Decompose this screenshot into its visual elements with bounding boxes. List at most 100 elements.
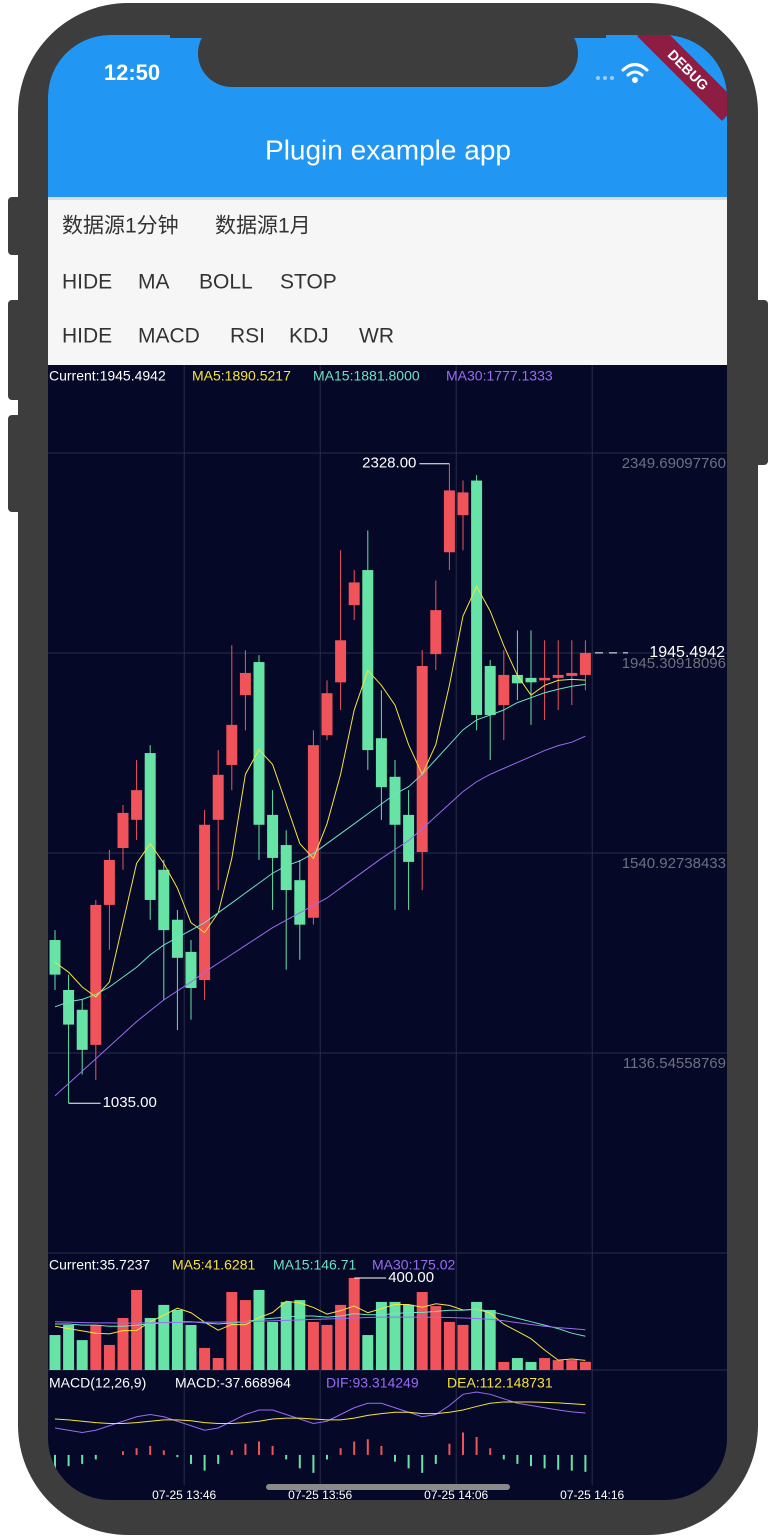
candle-body — [335, 640, 347, 683]
button[interactable]: MACD — [138, 325, 200, 348]
volume-bar — [267, 1321, 279, 1370]
volume-bar — [498, 1361, 510, 1370]
ma-line — [54, 1300, 586, 1361]
candle-body — [49, 940, 61, 975]
volume-bar — [158, 1304, 170, 1370]
macd-bar — [570, 1454, 573, 1471]
macd-bar — [94, 1454, 97, 1460]
candle-body — [443, 490, 455, 553]
macd-bar — [149, 1445, 152, 1455]
macd-bar — [81, 1454, 84, 1464]
candle-body — [185, 951, 197, 988]
macd-bar — [462, 1432, 464, 1455]
current-price-label: 1945.4942 — [649, 644, 725, 661]
indicator-label: MACD:-37.668964 — [175, 1375, 291, 1391]
volume-bar — [76, 1340, 88, 1370]
button-panel — [48, 197, 727, 365]
macd-bar — [285, 1454, 288, 1460]
ma-line — [54, 683, 586, 1008]
volume-bar — [117, 1318, 129, 1370]
candle-body — [144, 753, 156, 900]
volume-bar — [90, 1324, 102, 1370]
indicator-label: MA15:146.71 — [273, 1257, 356, 1273]
volume-bar — [389, 1301, 401, 1370]
volume-bar — [226, 1292, 238, 1370]
volume-bar — [579, 1361, 591, 1370]
button[interactable]: KDJ — [289, 325, 329, 348]
ma-line — [54, 735, 586, 1097]
macd-bar — [162, 1450, 165, 1455]
volume-bar — [103, 1344, 115, 1370]
macd-bar — [135, 1448, 138, 1455]
macd-bar — [516, 1454, 519, 1464]
candle-body — [566, 672, 578, 676]
volume-bar — [335, 1304, 347, 1370]
macd-bar — [489, 1448, 492, 1455]
max-label: 400.00 — [388, 1269, 434, 1286]
button[interactable]: MA — [138, 271, 170, 294]
indicator-label: MACD(12,26,9) — [49, 1375, 146, 1391]
button[interactable]: WR — [359, 325, 394, 348]
volume-bar — [566, 1360, 578, 1370]
macd-bar — [584, 1454, 587, 1472]
candle-body — [103, 859, 115, 905]
macd-bar — [434, 1454, 437, 1464]
y-tick-label: 1136.54558769 — [623, 1055, 726, 1072]
indicator-label: Current:1945.4942 — [49, 368, 166, 384]
indicator-label: MA5:1890.5217 — [192, 368, 291, 384]
candle-body — [511, 674, 523, 684]
button[interactable]: HIDE — [62, 271, 112, 294]
macd-bar — [54, 1454, 56, 1469]
button[interactable]: HIDE — [62, 325, 112, 348]
candle-body — [199, 824, 211, 981]
volume-bar — [471, 1301, 483, 1370]
button[interactable]: 数据源1分钟 — [62, 215, 179, 238]
macd-bar — [448, 1443, 451, 1455]
candle-body — [579, 652, 591, 675]
macd-bar — [230, 1450, 233, 1455]
candle-body — [76, 1009, 88, 1050]
x-tick-label: 07-25 14:06 — [424, 1488, 488, 1502]
macd-bar — [271, 1445, 274, 1455]
volume-bar — [539, 1358, 551, 1370]
candle-body — [430, 610, 442, 655]
macd-bar — [557, 1454, 560, 1470]
macd-bar — [217, 1454, 220, 1464]
volume-bar — [552, 1360, 564, 1370]
volume-bar — [484, 1309, 496, 1370]
candle-body — [294, 880, 306, 925]
volume-bar — [185, 1324, 197, 1370]
button[interactable]: 数据源1月 — [215, 215, 311, 238]
macd-bar — [407, 1454, 410, 1469]
volume-bar — [375, 1301, 387, 1370]
candle-body — [539, 677, 551, 681]
candle-body — [457, 492, 469, 516]
volume-bar — [171, 1309, 183, 1370]
app-title: Plugin example app — [265, 134, 511, 165]
macd-bar — [122, 1451, 124, 1455]
candle-body — [280, 845, 292, 891]
macd-bar — [421, 1454, 424, 1473]
button[interactable]: STOP — [280, 271, 337, 294]
macd-bar — [530, 1454, 532, 1467]
candle-body — [416, 666, 428, 852]
ma-line — [54, 1391, 586, 1433]
candle-body — [471, 480, 483, 715]
indicator-label: MA5:41.6281 — [172, 1257, 255, 1273]
macd-bar — [353, 1441, 356, 1455]
volume-bar — [348, 1278, 360, 1370]
volume-bar — [525, 1361, 537, 1370]
indicator-label: Current:35.7237 — [49, 1257, 150, 1273]
volume-bar — [321, 1324, 333, 1370]
candle-body — [267, 814, 279, 858]
candle-body — [348, 582, 360, 606]
macd-bar — [502, 1454, 505, 1460]
candle-body — [63, 989, 75, 1025]
candle-body — [375, 738, 387, 788]
volume-bar — [457, 1324, 469, 1370]
status-time: 12:50 — [104, 60, 160, 85]
button[interactable]: BOLL — [199, 271, 253, 294]
candle-body — [117, 812, 129, 849]
button[interactable]: RSI — [230, 325, 265, 348]
indicator-label: DEA:112.148731 — [447, 1375, 553, 1391]
